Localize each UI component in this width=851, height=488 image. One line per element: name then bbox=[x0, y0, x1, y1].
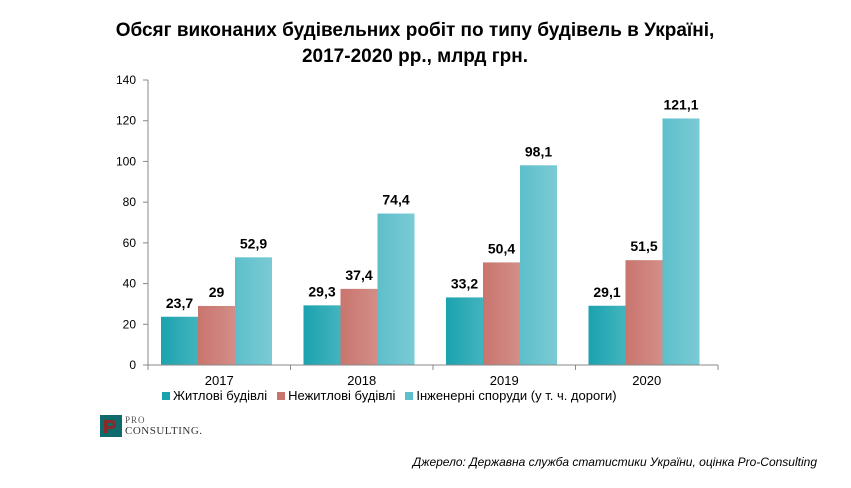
x-tick-label: 2020 bbox=[632, 373, 661, 388]
data-label: 52,9 bbox=[240, 235, 267, 251]
data-label: 23,7 bbox=[166, 295, 193, 311]
axes bbox=[147, 80, 719, 370]
y-tick-label: 40 bbox=[123, 277, 137, 291]
logo-text-pro: PRO bbox=[125, 415, 146, 425]
x-tick-label: 2018 bbox=[347, 373, 376, 388]
chart-title-line-2: 2017-2020 рр., млрд грн. bbox=[301, 46, 529, 67]
bar bbox=[625, 260, 663, 365]
legend-swatch-residential bbox=[162, 391, 170, 400]
x-axis: 2017 2018 2019 2020 bbox=[205, 373, 661, 388]
x-tick-label: 2019 bbox=[490, 373, 519, 388]
data-label: 51,5 bbox=[630, 238, 657, 254]
y-axis: 0 20 40 60 80 100 120 140 bbox=[116, 73, 148, 372]
source-note: Джерело: Державна служба статистики Укра… bbox=[412, 455, 817, 469]
chart-title-line-1: Обсяг виконаних будівельних робіт по тип… bbox=[115, 20, 715, 41]
data-label: 37,4 bbox=[345, 267, 372, 283]
data-label: 33,2 bbox=[451, 275, 478, 291]
data-label: 29 bbox=[209, 284, 225, 300]
bar bbox=[483, 262, 520, 365]
y-tick-label: 60 bbox=[123, 236, 137, 250]
y-tick-label: 140 bbox=[116, 73, 136, 87]
x-tick-label: 2017 bbox=[205, 373, 234, 388]
data-labels: 23,7 29 52,9 29,3 37,4 74,4 33,2 50,4 98,1 29,1 51… bbox=[166, 96, 699, 310]
chart-title: Обсяг виконаних будівельних робіт по тип… bbox=[0, 18, 830, 70]
bar bbox=[340, 288, 378, 365]
legend-item-residential: Житлові будівлі bbox=[162, 388, 267, 403]
bar bbox=[161, 316, 198, 365]
data-label: 74,4 bbox=[382, 192, 409, 208]
y-tick-label: 80 bbox=[123, 195, 137, 209]
y-tick-label: 100 bbox=[116, 154, 136, 168]
bar bbox=[377, 213, 415, 365]
legend-item-engineering: Інженерні споруди (у т. ч. дороги) bbox=[405, 388, 617, 403]
legend-item-nonresidential: Нежитлові будівлі bbox=[277, 388, 395, 403]
bars bbox=[161, 118, 700, 365]
data-label: 50,4 bbox=[488, 240, 515, 256]
bar bbox=[662, 118, 700, 365]
data-label: 121,1 bbox=[663, 96, 698, 112]
pro-consulting-logo: PRO CONSULTING. bbox=[100, 415, 210, 441]
legend: Житлові будівлі Нежитлові будівлі Інжене… bbox=[162, 388, 617, 403]
bar bbox=[588, 305, 626, 365]
data-label: 98,1 bbox=[525, 143, 552, 159]
legend-swatch-nonresidential bbox=[277, 391, 286, 400]
legend-label-nonresidential: Нежитлові будівлі bbox=[288, 388, 396, 403]
bar bbox=[235, 257, 272, 365]
bar bbox=[198, 305, 235, 365]
data-label: 29,3 bbox=[308, 283, 335, 299]
y-tick-label: 20 bbox=[123, 317, 137, 331]
logo-text-consulting: CONSULTING. bbox=[125, 425, 203, 437]
y-tick-label: 120 bbox=[116, 114, 136, 128]
legend-swatch-engineering bbox=[405, 391, 414, 400]
bar bbox=[303, 305, 341, 365]
bar bbox=[520, 165, 557, 365]
bar bbox=[446, 297, 483, 365]
legend-label-residential: Житлові будівлі bbox=[173, 388, 268, 403]
y-tick-label: 0 bbox=[129, 358, 136, 372]
data-label: 29,1 bbox=[593, 284, 620, 300]
logo-mark-icon bbox=[100, 415, 122, 437]
legend-label-engineering: Інженерні споруди (у т. ч. дороги) bbox=[416, 388, 617, 403]
